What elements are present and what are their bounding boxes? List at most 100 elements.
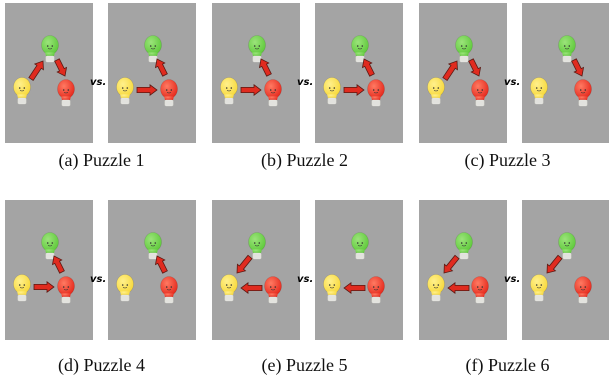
caption-puzzle-6: (f) Puzzle 6	[465, 355, 550, 375]
puzzle-2-right-panel	[315, 3, 403, 143]
arrow-yellow-to-red	[343, 84, 365, 96]
arrow-red-to-yellow	[240, 282, 263, 294]
caption-puzzle-3: (c) Puzzle 3	[464, 150, 551, 170]
panel-background	[108, 3, 196, 143]
arrow-red-to-yellow	[447, 282, 470, 294]
puzzle-5: vs.	[212, 200, 403, 340]
vs-label: vs.	[297, 77, 313, 88]
green-bulb	[144, 232, 162, 260]
puzzle-4: vs.	[5, 200, 196, 340]
arrow-green-to-red	[54, 58, 68, 77]
panel-background	[212, 3, 300, 143]
puzzle-5-left-panel	[212, 200, 300, 340]
green-bulb	[558, 232, 576, 260]
puzzle-6-right-panel	[522, 200, 609, 340]
red-bulb	[57, 276, 75, 304]
green-bulb	[41, 232, 59, 260]
vs-label: vs.	[504, 77, 520, 88]
green-bulb	[351, 35, 369, 63]
yellow-bulb	[116, 77, 134, 105]
green-bulb	[351, 232, 369, 260]
arrow-red-to-yellow	[343, 282, 366, 294]
panel-background	[5, 200, 93, 340]
panel-background	[315, 3, 403, 143]
panel-background	[419, 3, 507, 143]
green-bulb	[248, 232, 266, 260]
red-bulb	[574, 276, 592, 304]
vs-label: vs.	[90, 77, 106, 88]
arrow-green-to-yellow	[546, 254, 563, 274]
yellow-bulb	[323, 77, 341, 105]
red-bulb	[160, 276, 178, 304]
red-bulb	[574, 79, 592, 107]
yellow-bulb	[13, 77, 31, 105]
puzzle-2-left-panel	[212, 3, 300, 143]
yellow-bulb	[13, 274, 31, 302]
arrow-red-to-green	[154, 255, 168, 274]
green-bulb	[248, 35, 266, 63]
red-bulb	[471, 79, 489, 107]
yellow-bulb	[427, 77, 445, 105]
arrow-red-to-green	[258, 58, 272, 77]
panel-background	[315, 200, 403, 340]
arrow-green-to-yellow	[236, 254, 253, 274]
arrow-red-to-green	[361, 58, 375, 77]
red-bulb	[160, 79, 178, 107]
panel-background	[212, 200, 300, 340]
panel-background	[108, 200, 196, 340]
puzzle-4-left-panel	[5, 200, 93, 340]
puzzle-3-right-panel	[522, 3, 609, 143]
green-bulb	[144, 35, 162, 63]
caption-puzzle-4: (d) Puzzle 4	[58, 355, 145, 375]
puzzle-1: vs.	[5, 3, 196, 143]
red-bulb	[367, 276, 385, 304]
puzzle-1-left-panel	[5, 3, 93, 143]
arrow-yellow-to-red	[33, 281, 55, 293]
green-bulb	[455, 232, 473, 260]
green-bulb	[558, 35, 576, 63]
red-bulb	[471, 276, 489, 304]
puzzle-6: vs.	[419, 200, 609, 340]
green-bulb	[41, 35, 59, 63]
yellow-bulb	[220, 274, 238, 302]
arrow-green-to-red	[571, 58, 585, 77]
panel-background	[522, 3, 609, 143]
yellow-bulb	[220, 77, 238, 105]
yellow-bulb	[427, 274, 445, 302]
yellow-bulb	[530, 77, 548, 105]
arrow-yellow-to-green	[442, 60, 458, 81]
arrow-yellow-to-red	[136, 84, 158, 96]
caption-puzzle-2: (b) Puzzle 2	[261, 150, 348, 170]
yellow-bulb	[116, 274, 134, 302]
arrow-green-to-yellow	[443, 254, 460, 274]
caption-puzzle-5: (e) Puzzle 5	[261, 355, 348, 375]
yellow-bulb	[530, 274, 548, 302]
yellow-bulb	[323, 274, 341, 302]
panel-background	[419, 200, 507, 340]
vs-label: vs.	[90, 274, 106, 285]
panel-background	[522, 200, 609, 340]
puzzle-3-left-panel	[419, 3, 507, 143]
puzzle-2: vs.	[212, 3, 403, 143]
puzzle-3: vs.	[419, 3, 609, 143]
vs-label: vs.	[504, 274, 520, 285]
caption-puzzle-1: (a) Puzzle 1	[58, 150, 145, 170]
red-bulb	[264, 79, 282, 107]
puzzle-6-left-panel	[419, 200, 507, 340]
arrow-green-to-red	[468, 58, 482, 77]
red-bulb	[57, 79, 75, 107]
arrow-red-to-green	[51, 255, 65, 274]
puzzle-5-right-panel	[315, 200, 403, 340]
green-bulb	[455, 35, 473, 63]
arrow-yellow-to-green	[28, 60, 44, 81]
arrow-red-to-green	[154, 58, 168, 77]
vs-label: vs.	[297, 274, 313, 285]
red-bulb	[264, 276, 282, 304]
puzzle-1-right-panel	[108, 3, 196, 143]
panel-background	[5, 3, 93, 143]
puzzle-4-right-panel	[108, 200, 196, 340]
arrow-yellow-to-red	[240, 84, 262, 96]
red-bulb	[367, 79, 385, 107]
